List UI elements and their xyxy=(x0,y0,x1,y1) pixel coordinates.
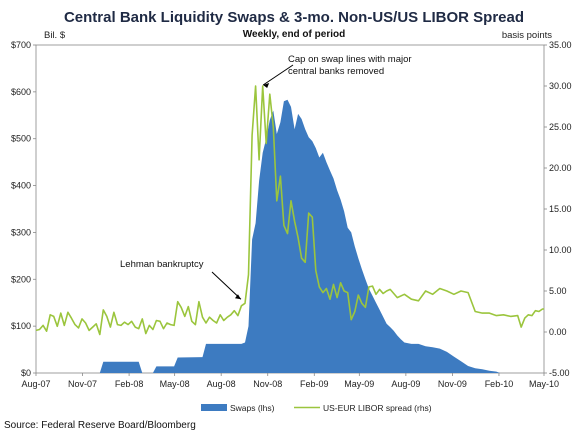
right-tick-label: 25.00 xyxy=(549,122,572,132)
left-tick-label: $400 xyxy=(11,181,31,191)
x-tick-label: May-09 xyxy=(344,379,374,389)
annotation-cap-removed-arrow xyxy=(262,64,294,86)
x-tick-label: May-10 xyxy=(529,379,559,389)
legend: Swaps (lhs) US-EUR LIBOR spread (rhs) xyxy=(201,403,432,413)
annotation-lehman-arrowhead xyxy=(234,294,241,300)
x-tick-label: Feb-08 xyxy=(115,379,144,389)
x-tick-label: Nov-07 xyxy=(68,379,97,389)
annotation-cap-removed-arrowhead xyxy=(263,83,270,88)
series-swaps-area xyxy=(36,99,544,374)
x-tick-label: Nov-09 xyxy=(438,379,467,389)
right-tick-label: 30.00 xyxy=(549,81,572,91)
annotation-cap-removed-text: Cap on swap lines with major xyxy=(288,54,412,65)
x-axis: Aug-07 Nov-07 Feb-08 May-08 Aug-08 Nov-08 Feb-… xyxy=(21,373,559,389)
x-tick-label: Feb-10 xyxy=(485,379,514,389)
annotation-lehman-text: Lehman bankruptcy xyxy=(120,259,204,270)
right-tick-label: 20.00 xyxy=(549,163,572,173)
right-tick-label: 15.00 xyxy=(549,204,572,214)
right-tick-label: 0.00 xyxy=(549,327,567,337)
annotation-lehman-arrow xyxy=(211,271,242,300)
chart-title: Central Bank Liquidity Swaps & 3-mo. Non… xyxy=(64,9,524,26)
legend-swatch-swaps xyxy=(201,404,227,411)
x-tick-label: Aug-07 xyxy=(21,379,50,389)
right-axis-unit: basis points xyxy=(502,30,552,41)
right-tick-label: -5.00 xyxy=(549,368,570,378)
left-axis: $0 $100 $200 $300 $400 $500 $600 $700 xyxy=(11,40,36,378)
left-tick-label: $300 xyxy=(11,227,31,237)
left-tick-label: $500 xyxy=(11,134,31,144)
legend-label-swaps: Swaps (lhs) xyxy=(230,403,275,413)
x-tick-label: Aug-09 xyxy=(391,379,420,389)
source-note: Source: Federal Reserve Board/Bloomberg xyxy=(4,420,196,431)
series-layer xyxy=(35,85,544,374)
left-tick-label: $100 xyxy=(11,321,31,331)
right-axis: -5.00 0.00 5.00 10.00 15.00 20.00 25.00 30.00 35… xyxy=(544,40,572,378)
left-tick-label: $700 xyxy=(11,40,31,50)
left-axis-unit: Bil. $ xyxy=(44,30,66,41)
chart-subtitle: Weekly, end of period xyxy=(243,29,345,40)
legend-label-spread: US-EUR LIBOR spread (rhs) xyxy=(323,403,432,413)
x-tick-label: Aug-08 xyxy=(207,379,236,389)
left-tick-label: $600 xyxy=(11,87,31,97)
right-tick-label: 10.00 xyxy=(549,245,572,255)
left-tick-label: $0 xyxy=(21,368,31,378)
right-tick-label: 35.00 xyxy=(549,40,572,50)
right-tick-label: 5.00 xyxy=(549,286,567,296)
x-tick-label: Nov-08 xyxy=(253,379,282,389)
left-tick-label: $200 xyxy=(11,274,31,284)
x-tick-label: May-08 xyxy=(160,379,190,389)
annotation-cap-removed-text: central banks removed xyxy=(288,66,384,77)
series-spread-line xyxy=(35,85,544,336)
x-tick-label: Feb-09 xyxy=(300,379,329,389)
